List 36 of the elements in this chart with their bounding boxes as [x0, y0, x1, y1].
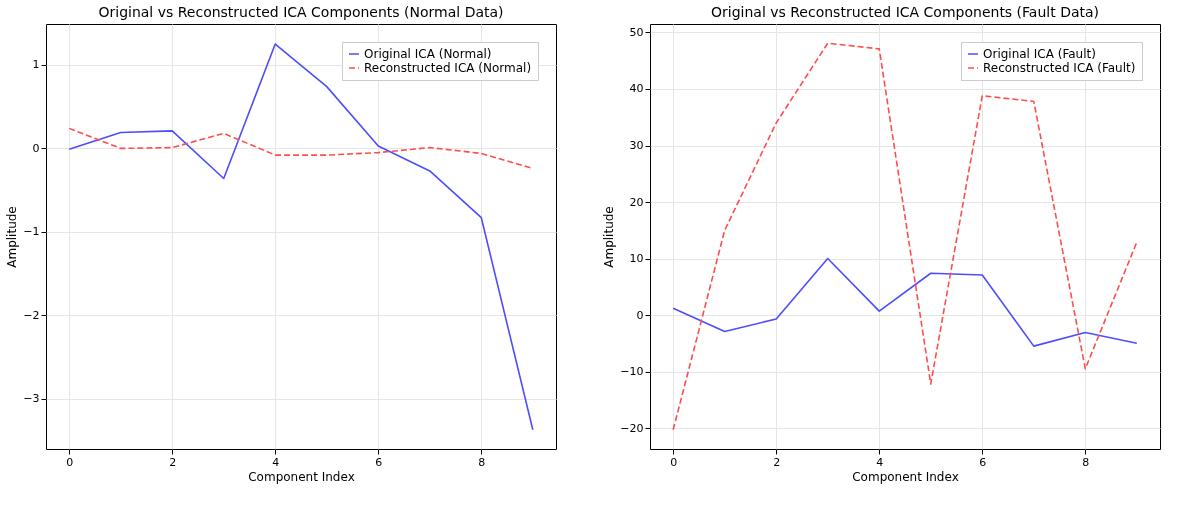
x-tick-label: 0 [670, 455, 678, 469]
x-axis-title: Component Index [852, 469, 959, 484]
y-tick-label: 20 [629, 195, 644, 209]
y-tick-label: −20 [620, 421, 644, 435]
x-tick-label: 4 [876, 455, 884, 469]
x-tick-label: 0 [66, 455, 74, 469]
x-tick-label: 2 [773, 455, 781, 469]
x-axis-title: Component Index [248, 469, 355, 484]
y-tick-label: −2 [23, 308, 40, 322]
legend-label: Original ICA (Normal) [364, 47, 492, 61]
y-tick-label: 0 [636, 308, 644, 322]
y-tick-label: 0 [32, 141, 40, 155]
y-tick-label: 10 [629, 252, 644, 266]
y-tick-label: −1 [23, 225, 40, 239]
x-tick-label: 2 [169, 455, 177, 469]
line-series [68, 43, 534, 431]
x-tick-label: 8 [1082, 455, 1090, 469]
y-tick-label: −10 [620, 365, 644, 379]
x-tick-label: 6 [375, 455, 383, 469]
y-tick-label: 1 [32, 58, 40, 72]
x-tick-label: 4 [272, 455, 280, 469]
y-tick-label: −3 [23, 392, 40, 406]
x-tick-label: 8 [478, 455, 486, 469]
y-tick-label: 50 [629, 25, 644, 39]
legend-label: Original ICA (Fault) [983, 47, 1096, 61]
line-series [672, 42, 1138, 431]
line-series [672, 257, 1138, 347]
x-tick-label: 6 [979, 455, 987, 469]
legend-label: Reconstructed ICA (Normal) [364, 61, 532, 75]
y-tick-label: 30 [629, 139, 644, 153]
chart-title: Original vs Reconstructed ICA Components (Normal Data) [98, 4, 504, 20]
legend-label: Reconstructed ICA (Fault) [983, 61, 1136, 75]
chart-title: Original vs Reconstructed ICA Components (Fault Data) [710, 4, 1100, 20]
y-tick-label: 40 [629, 82, 644, 96]
y-axis-title: Amplitude [602, 206, 617, 268]
y-axis-title: Amplitude [5, 206, 20, 268]
